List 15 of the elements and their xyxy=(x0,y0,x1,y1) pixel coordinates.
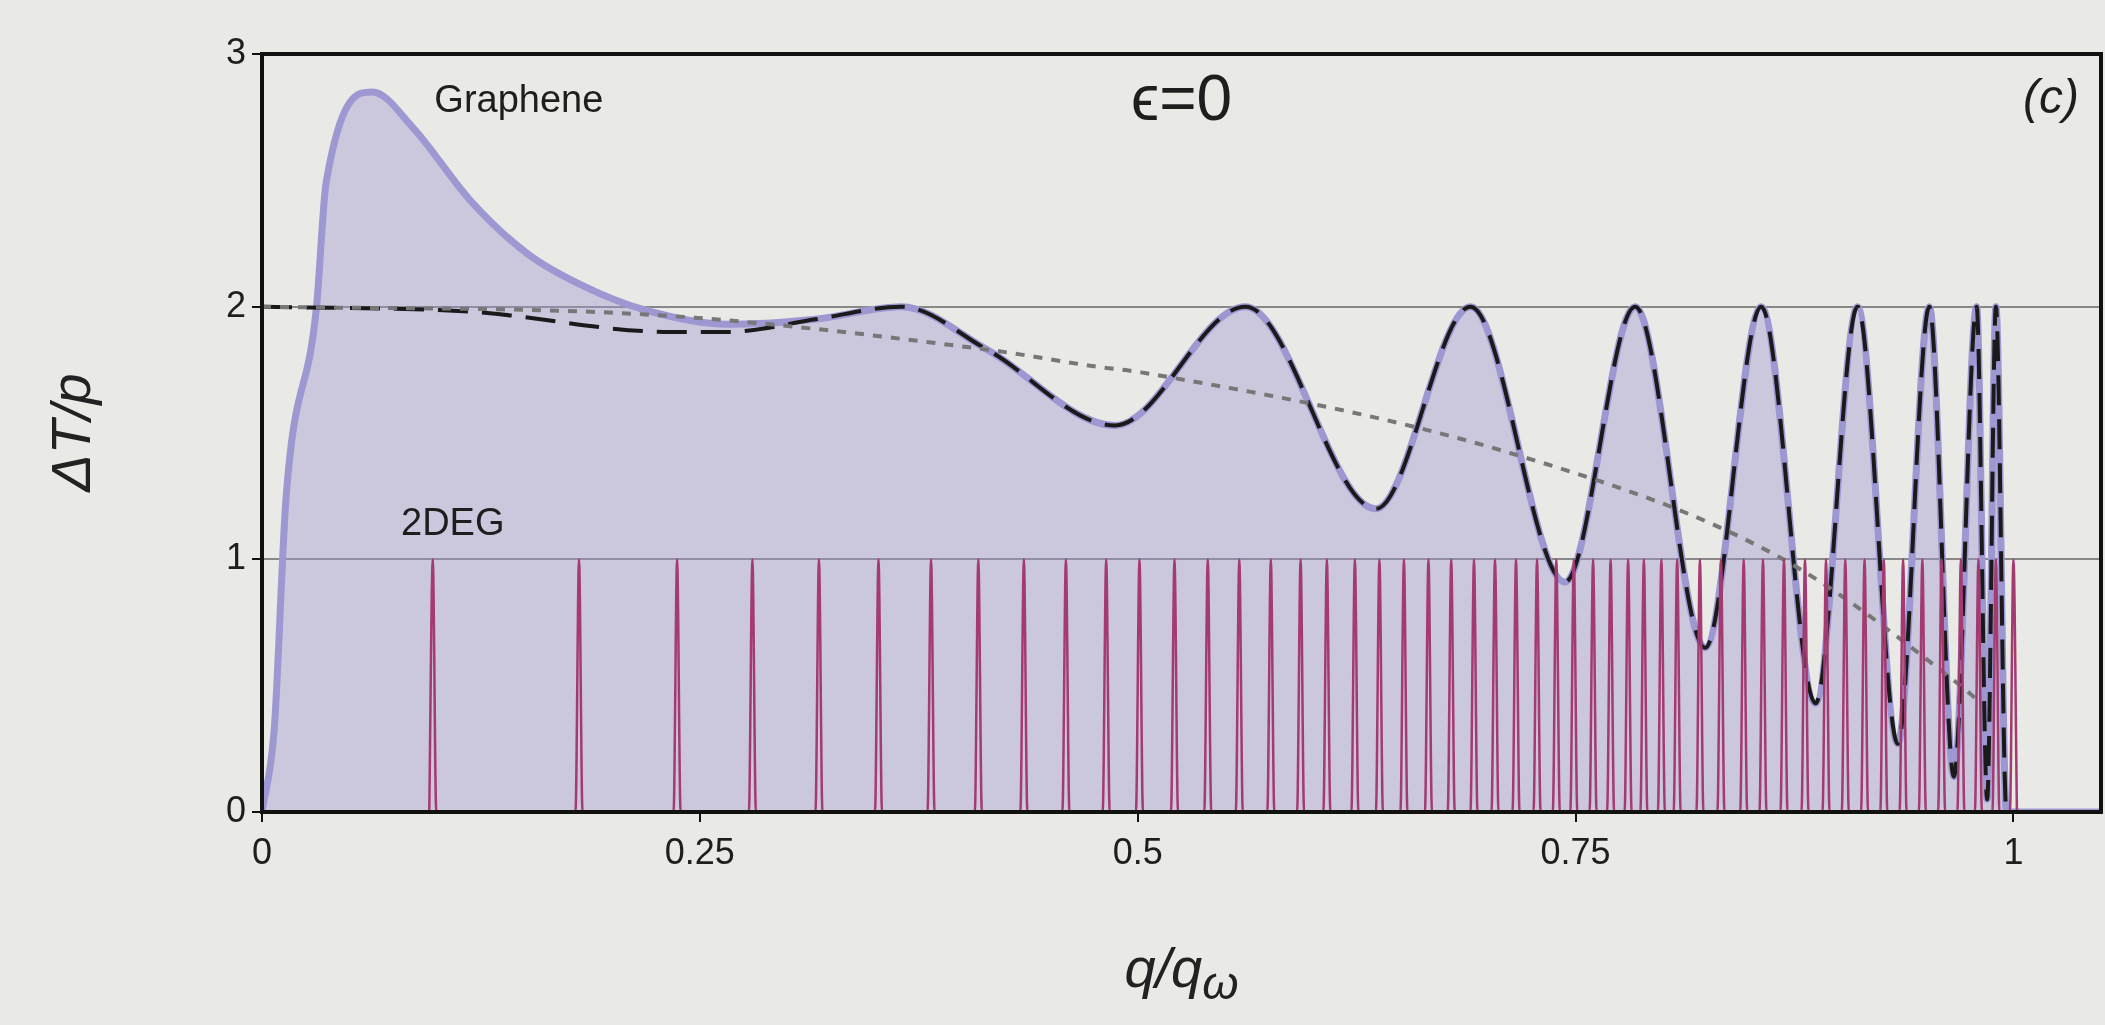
y-tick-label: 0 xyxy=(225,788,246,830)
x-tick-label: 0.25 xyxy=(664,830,735,872)
x-tick-label: 0.5 xyxy=(1112,830,1163,872)
x-tick-label: 0 xyxy=(251,830,273,872)
series-label: Graphene xyxy=(434,78,604,121)
y-tick-label: 2 xyxy=(225,283,246,325)
x-tick-label: 1 xyxy=(2003,830,2024,872)
x-tick-label: 0.75 xyxy=(1540,830,1611,872)
x-axis-title: q/q$_{ω}$ xyxy=(1123,935,1240,1011)
annotation: (c) xyxy=(2023,70,2079,124)
series-label: 2DEG xyxy=(401,500,505,543)
y-tick-label: 1 xyxy=(225,536,246,578)
chart-title: ϵ=0 xyxy=(1130,61,1233,134)
y-tick-label: 3 xyxy=(225,30,246,72)
y-axis-title: ΔT/p xyxy=(37,372,103,495)
